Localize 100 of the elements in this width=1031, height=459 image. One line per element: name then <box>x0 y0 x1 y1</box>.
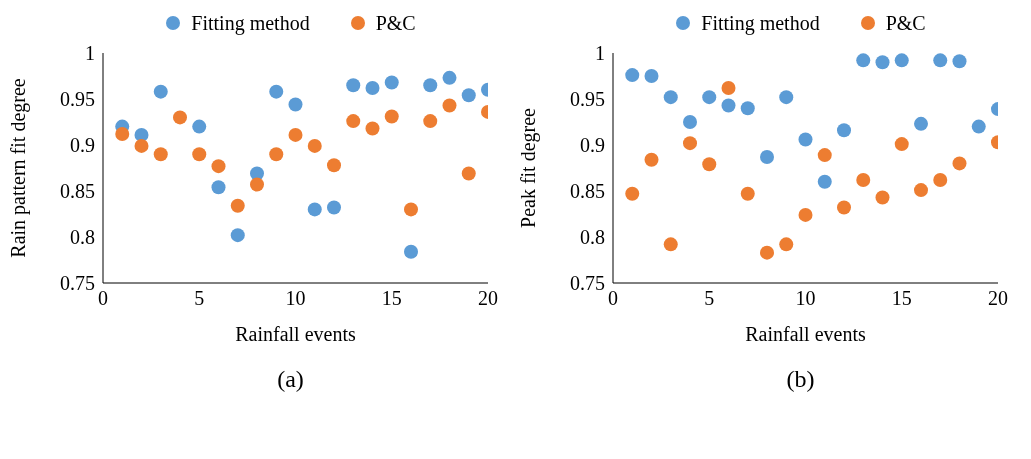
point <box>663 237 678 252</box>
y-tick-label: 0.8 <box>70 226 95 249</box>
x-tick-label: 5 <box>194 287 205 310</box>
point <box>683 115 697 129</box>
point <box>875 190 890 205</box>
point <box>914 183 928 198</box>
point <box>817 148 832 163</box>
point <box>365 121 380 136</box>
point <box>856 53 871 68</box>
y-tick-label: 0.95 <box>570 88 605 111</box>
legend-label: Fitting method <box>701 11 820 35</box>
point <box>461 166 476 181</box>
point <box>914 116 928 131</box>
point <box>798 132 813 147</box>
point <box>875 55 890 70</box>
point <box>288 97 303 112</box>
point <box>952 156 967 171</box>
x-tick-label: 10 <box>795 287 816 310</box>
point <box>269 84 284 99</box>
y-tick-label: 1 <box>595 42 605 65</box>
point <box>721 80 736 95</box>
point <box>327 200 341 215</box>
point <box>365 80 380 95</box>
point <box>625 186 640 201</box>
point <box>933 53 948 68</box>
x-tick-label: 0 <box>608 287 618 310</box>
point <box>837 200 851 215</box>
point <box>702 157 717 172</box>
point <box>933 172 948 187</box>
point <box>894 53 909 68</box>
point <box>856 172 871 187</box>
point <box>837 123 851 138</box>
point <box>211 180 226 195</box>
point <box>384 109 399 124</box>
point <box>702 90 717 105</box>
legend-label: Fitting method <box>191 11 310 35</box>
point <box>625 68 640 83</box>
point <box>307 138 322 153</box>
y-tick-label: 1 <box>85 42 95 65</box>
point <box>173 110 187 125</box>
x-tick-label: 10 <box>285 287 306 310</box>
point <box>971 119 986 134</box>
point <box>192 119 207 134</box>
y-tick-label: 0.85 <box>570 180 605 203</box>
y-tick-label: 0.9 <box>70 134 95 157</box>
point <box>721 98 736 113</box>
point <box>740 101 755 116</box>
y-tick-label: 0.75 <box>570 272 605 295</box>
point <box>740 186 755 201</box>
point <box>894 137 909 152</box>
point <box>952 54 967 69</box>
point <box>817 174 832 189</box>
point <box>644 152 659 167</box>
point <box>153 84 168 99</box>
point <box>307 202 322 217</box>
point <box>153 147 168 162</box>
x-tick-label: 20 <box>988 287 1008 310</box>
point <box>211 159 226 174</box>
point <box>760 245 774 260</box>
point <box>269 147 284 162</box>
legend-label: P&C <box>885 11 926 35</box>
point <box>230 228 245 243</box>
x-axis-title: Rainfall events <box>745 323 866 345</box>
point <box>442 70 457 85</box>
legend-label: P&C <box>375 11 416 35</box>
x-tick-label: 20 <box>478 287 498 310</box>
x-axis-title: Rainfall events <box>235 323 356 345</box>
text: (a) <box>276 366 305 393</box>
point <box>404 202 418 217</box>
text: (b) <box>785 366 816 393</box>
x-tick-label: 0 <box>98 287 108 310</box>
point <box>327 158 341 173</box>
x-tick-label: 15 <box>891 287 912 310</box>
point <box>798 207 813 222</box>
y-tick-label: 0.9 <box>580 134 605 157</box>
point <box>288 127 303 142</box>
point <box>423 78 438 93</box>
y-tick-label: 0.8 <box>580 226 605 249</box>
x-tick-label: 15 <box>381 287 402 310</box>
point <box>663 90 678 105</box>
point <box>461 88 476 103</box>
point <box>134 138 149 153</box>
point <box>230 198 245 213</box>
point <box>115 126 130 141</box>
point <box>683 136 697 151</box>
point <box>779 90 794 105</box>
point <box>423 114 438 129</box>
x-tick-label: 5 <box>704 287 715 310</box>
point <box>442 98 457 113</box>
point <box>250 177 264 192</box>
point <box>644 69 659 83</box>
point <box>779 237 794 252</box>
y-tick-label: 0.95 <box>60 88 95 111</box>
point <box>346 114 361 129</box>
point <box>404 244 418 259</box>
point <box>346 78 361 93</box>
y-tick-label: 0.75 <box>60 272 95 295</box>
y-axis-title: Rain pattern fit degree <box>7 78 31 258</box>
point <box>192 147 207 162</box>
point <box>384 75 399 90</box>
